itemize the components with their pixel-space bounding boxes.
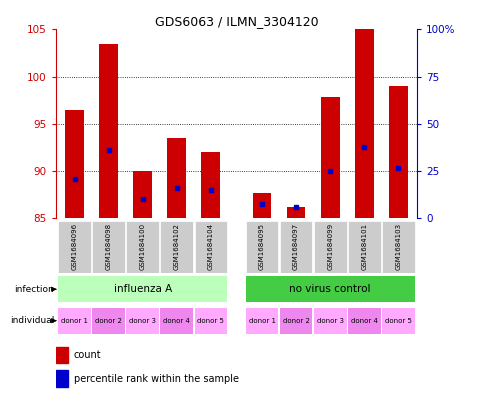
FancyBboxPatch shape [347,220,380,273]
FancyBboxPatch shape [92,308,125,334]
Bar [354,29,373,218]
Bar [99,44,118,218]
FancyBboxPatch shape [58,220,91,273]
Text: donor 4: donor 4 [163,318,190,324]
FancyBboxPatch shape [313,308,346,334]
Text: individual: individual [10,316,54,325]
Text: GSM1684097: GSM1684097 [292,223,299,270]
Text: GSM1684100: GSM1684100 [139,223,145,270]
FancyBboxPatch shape [381,308,414,334]
Text: GSM1684104: GSM1684104 [208,223,213,270]
Text: donor 2: donor 2 [95,318,122,324]
Text: GSM1684102: GSM1684102 [173,223,180,270]
FancyBboxPatch shape [313,220,346,273]
Bar [286,207,305,218]
FancyBboxPatch shape [160,220,193,273]
Text: donor 2: donor 2 [282,318,309,324]
Text: GSM1684096: GSM1684096 [71,223,77,270]
FancyBboxPatch shape [194,220,227,273]
Text: percentile rank within the sample: percentile rank within the sample [74,374,238,384]
Bar [56,370,68,387]
FancyBboxPatch shape [126,220,159,273]
Text: GSM1684103: GSM1684103 [394,223,401,270]
FancyBboxPatch shape [160,308,193,334]
FancyBboxPatch shape [58,308,91,334]
Bar [252,193,271,218]
FancyBboxPatch shape [194,308,227,334]
Text: GSM1684099: GSM1684099 [327,223,333,270]
FancyBboxPatch shape [92,220,125,273]
Text: donor 5: donor 5 [197,318,224,324]
Title: GDS6063 / ILMN_3304120: GDS6063 / ILMN_3304120 [154,15,318,28]
FancyBboxPatch shape [347,308,380,334]
Text: influenza A: influenza A [113,284,171,294]
Text: infection: infection [15,285,54,294]
Text: donor 5: donor 5 [384,318,411,324]
Text: donor 4: donor 4 [350,318,377,324]
Text: count: count [74,350,101,360]
FancyBboxPatch shape [126,308,159,334]
Text: donor 3: donor 3 [316,318,343,324]
Bar [65,110,84,218]
Bar [201,152,220,218]
Bar [133,171,152,218]
Bar [320,97,339,218]
FancyBboxPatch shape [245,220,278,273]
Bar [388,86,407,218]
Bar [56,347,68,363]
Text: GSM1684095: GSM1684095 [258,223,264,270]
Text: no virus control: no virus control [289,284,370,294]
Bar [167,138,186,218]
FancyBboxPatch shape [245,276,414,302]
FancyBboxPatch shape [245,308,278,334]
FancyBboxPatch shape [381,220,414,273]
Text: donor 1: donor 1 [61,318,88,324]
FancyBboxPatch shape [279,220,312,273]
Text: donor 3: donor 3 [129,318,156,324]
FancyBboxPatch shape [279,308,312,334]
Text: GSM1684101: GSM1684101 [361,223,366,270]
Text: GSM1684098: GSM1684098 [106,223,111,270]
Text: donor 1: donor 1 [248,318,275,324]
FancyBboxPatch shape [58,276,227,302]
